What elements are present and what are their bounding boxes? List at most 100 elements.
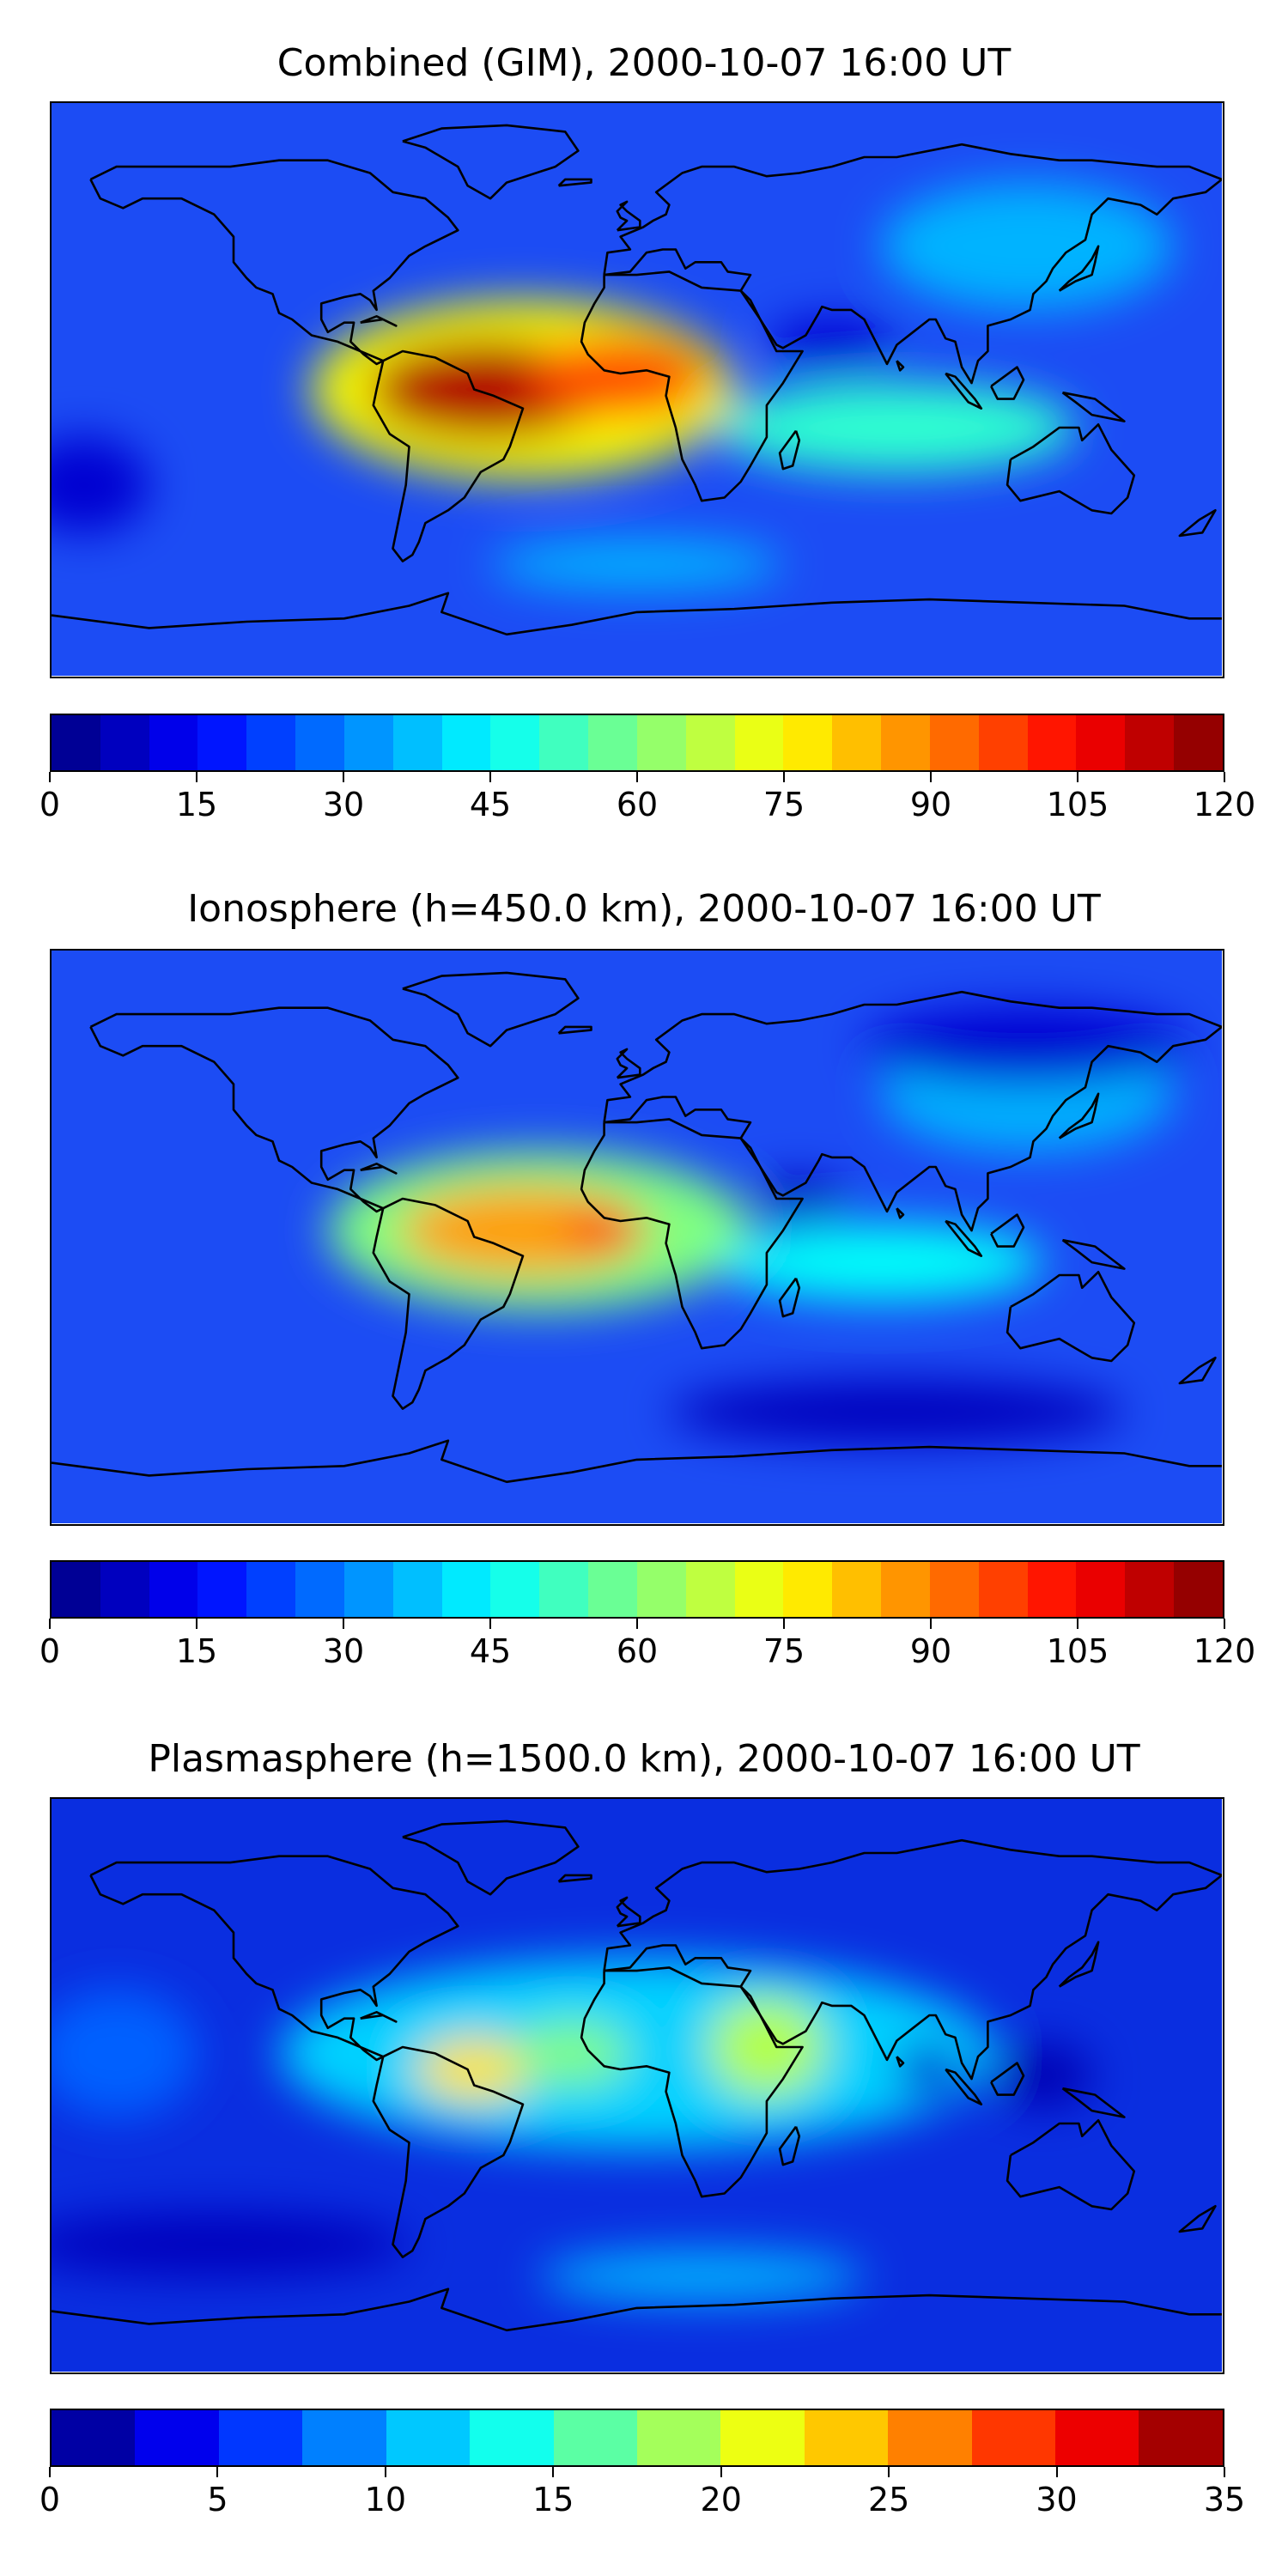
tec-field-region: [708, 1996, 826, 2099]
map-ionosphere: [50, 949, 1224, 1526]
colorbar-tick-mark: [343, 1619, 344, 1629]
colorbar-tick-mark: [1224, 1619, 1225, 1629]
coastline: [580, 270, 804, 502]
colorbar-tick-label: 105: [1046, 786, 1109, 823]
colorbar-segment: [588, 715, 637, 770]
coastline: [1061, 2087, 1126, 2118]
colorbar-ticks-combined: 0 15 30 45 60 75 90 105 120: [39, 772, 1255, 823]
colorbar-segment: [295, 1562, 344, 1617]
tec-field-region: [718, 1224, 1043, 1301]
coastline: [402, 971, 580, 1048]
coastline: [1061, 1238, 1126, 1270]
panel-title-ionosphere: Ionosphere (h=450.0 km), 2000-10-07 16:0…: [187, 887, 1101, 931]
colorbar-segment: [149, 1562, 198, 1617]
colorbar-segment: [783, 715, 833, 770]
coastline: [990, 2062, 1025, 2096]
colorbar-tick-mark: [930, 1619, 932, 1629]
colorbar-segment: [490, 1562, 540, 1617]
colorbar-segment: [295, 715, 344, 770]
tec-field-region: [399, 1186, 647, 1275]
tec-field-region: [513, 2021, 630, 2086]
map-canvas: [52, 1799, 1222, 2372]
coastline: [557, 1874, 592, 1883]
colorbar-segment: [135, 2410, 219, 2465]
colorbar-segment: [100, 715, 149, 770]
colorbar-tick-mark: [636, 1619, 638, 1629]
colorbar-segment: [302, 2410, 386, 2465]
colorbar-tick-mark: [930, 772, 932, 782]
colorbar-segment: [929, 1562, 979, 1617]
colorbar-tick-mark: [196, 772, 197, 782]
coastline: [1005, 2118, 1136, 2211]
colorbar-tick-label: 10: [364, 2481, 407, 2518]
coastline: [89, 1006, 459, 1213]
colorbar-segment: [1174, 715, 1223, 770]
colorbar-tick-label: 60: [616, 1632, 659, 1670]
coastline: [896, 2056, 905, 2068]
colorbar-segment: [343, 1562, 393, 1617]
colorbar-tick-label: 105: [1046, 1632, 1109, 1670]
colorbar-segment: [441, 1562, 491, 1617]
colorbar-tick-mark: [636, 772, 638, 782]
coastline: [89, 159, 459, 366]
coastline: [990, 1213, 1025, 1248]
colorbar-segment: [343, 715, 393, 770]
coastline: [1005, 1270, 1136, 1363]
coastline: [603, 143, 1222, 385]
colorbar-tick-mark: [196, 1619, 197, 1629]
colorbar-tick-mark: [49, 772, 51, 782]
colorbar-segment: [783, 1562, 833, 1617]
colorbar-tick-mark: [49, 1619, 51, 1629]
coastline: [945, 2068, 983, 2106]
tec-field-region: [52, 437, 149, 533]
colorbar-segment: [636, 715, 686, 770]
coastline: [616, 1896, 641, 1928]
colorbar-tick-mark: [1077, 772, 1078, 782]
colorbar-segment: [392, 715, 442, 770]
colorbar-segment: [636, 2410, 721, 2465]
colorbar-tick-label: 30: [322, 1632, 365, 1670]
coastline: [360, 2011, 398, 2023]
tec-field-region: [669, 1380, 1125, 1444]
colorbar-tick-mark: [552, 2467, 555, 2477]
colorbar-tick-mark: [720, 2467, 722, 2477]
coastline: [1178, 508, 1217, 538]
tec-field-region: [538, 2251, 865, 2302]
colorbar-segment: [386, 2410, 471, 2465]
colorbar-tick-mark: [384, 2467, 386, 2477]
colorbar-tick-mark: [489, 1619, 491, 1629]
coastline: [896, 360, 905, 372]
colorbar-segment: [1139, 2410, 1223, 2465]
coastline: [372, 2045, 525, 2258]
map-plasmasphere: [50, 1797, 1224, 2374]
colorbar-segment: [246, 715, 296, 770]
coastline: [778, 2125, 801, 2166]
colorbar-segment: [881, 715, 930, 770]
colorbar-segment: [888, 2410, 972, 2465]
colorbar-tick-label: 45: [469, 1632, 512, 1670]
colorbar-tick-label: 30: [1036, 2481, 1078, 2518]
coastline: [616, 1048, 641, 1079]
colorbar-segment: [470, 2410, 554, 2465]
colorbar-segment: [734, 715, 784, 770]
tec-field-region: [864, 1007, 1190, 1084]
colorbar-segment: [490, 715, 540, 770]
colorbar-segment: [1055, 2410, 1139, 2465]
coastline: [360, 1163, 398, 1175]
coastline: [52, 2287, 1222, 2332]
coastline: [778, 1277, 801, 1318]
colorbar-segment: [392, 1562, 442, 1617]
colorbar-tick-label: 120: [1193, 786, 1256, 823]
tec-field-region: [896, 2044, 963, 2095]
colorbar-tick-label: 75: [762, 1632, 805, 1670]
colorbar-segment: [978, 1562, 1028, 1617]
coastline: [52, 592, 1222, 636]
coastline: [1058, 1092, 1100, 1139]
colorbar-segment: [539, 715, 589, 770]
colorbar-tick-label: 20: [700, 2481, 742, 2518]
colorbar-tick-mark: [343, 772, 344, 782]
colorbar-segment: [197, 715, 247, 770]
coastline: [1061, 391, 1126, 422]
coastline: [1178, 1356, 1217, 1385]
colorbar-segment: [734, 1562, 784, 1617]
